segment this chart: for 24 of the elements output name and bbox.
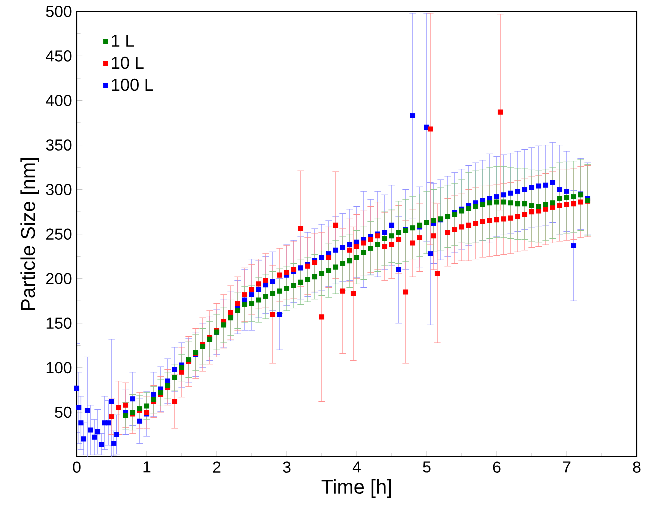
x-tick-label: 6 [493,462,501,473]
x-axis-title: Time [h] [322,479,392,498]
x-tick-label: 3 [283,462,291,473]
legend-label: 1 L [112,35,134,47]
y-tick-label: 100 [46,362,72,374]
y-tick-label: 150 [46,318,72,330]
legend-label: 10 L [112,56,144,70]
y-tick-label: 50 [55,406,72,418]
x-tick-label: 1 [144,462,151,473]
x-tick-label: 7 [563,462,571,473]
x-tick-label: 8 [633,462,641,473]
x-tick-label: 4 [352,462,361,473]
legend-label: 100 L [112,78,154,92]
x-tick-label: 0 [73,462,81,473]
y-tick-label: 350 [46,140,72,151]
y-tick-label: 500 [46,6,72,18]
x-tick-label: 2 [213,462,221,473]
y-axis-title: Particle Size [nm] [20,158,40,310]
y-tick-label: 200 [46,273,72,284]
y-tick-label: 250 [46,228,72,240]
y-tick-label: 300 [46,184,72,196]
y-tick-label: 450 [46,50,72,62]
y-tick-label: 400 [46,95,72,106]
x-tick-label: 5 [423,462,431,473]
